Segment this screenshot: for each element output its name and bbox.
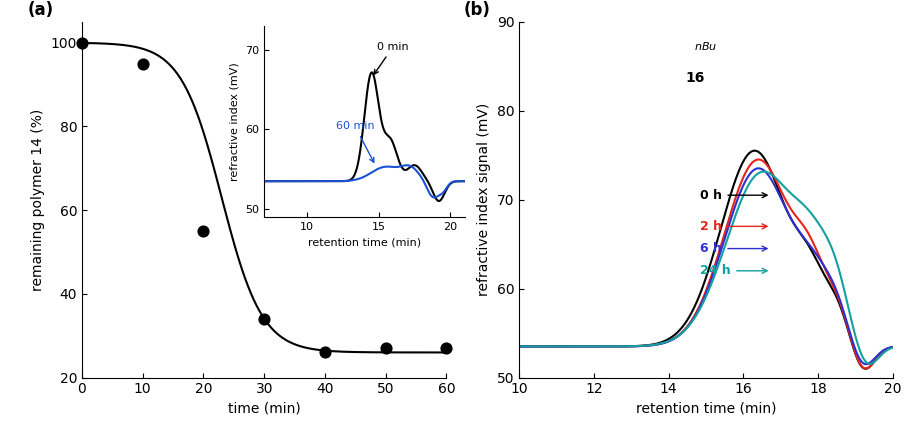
Point — [75, 39, 89, 46]
0 h — [665, 335, 676, 341]
24 h — [665, 338, 676, 343]
24 h — [805, 210, 816, 216]
0 h — [887, 345, 898, 350]
6 h — [887, 345, 898, 350]
0 h — [805, 247, 816, 252]
0 h — [750, 148, 761, 153]
Y-axis label: refractive index (mV): refractive index (mV) — [230, 62, 240, 181]
24 h — [865, 361, 875, 366]
2 h — [813, 250, 824, 255]
Text: 2 h: 2 h — [701, 220, 767, 233]
Line: 6 h: 6 h — [519, 168, 893, 364]
Point — [136, 60, 150, 67]
Y-axis label: refractive index signal (mV): refractive index signal (mV) — [477, 103, 491, 296]
2 h — [887, 345, 898, 350]
Point — [257, 316, 271, 322]
2 h — [665, 338, 676, 343]
Line: 0 h: 0 h — [519, 151, 893, 369]
6 h — [665, 338, 676, 343]
Point — [378, 345, 393, 352]
Text: 16: 16 — [685, 71, 704, 85]
6 h — [552, 344, 563, 349]
24 h — [514, 344, 525, 349]
0 h — [860, 366, 871, 372]
Text: 0 h: 0 h — [701, 189, 767, 202]
6 h — [679, 329, 690, 334]
Y-axis label: remaining polymer 14 (%): remaining polymer 14 (%) — [31, 108, 46, 291]
24 h — [771, 176, 782, 181]
Point — [439, 345, 454, 352]
Text: 6 h: 6 h — [701, 242, 767, 255]
Text: (a): (a) — [27, 0, 54, 19]
24 h — [679, 329, 690, 334]
Text: $n$Bu: $n$Bu — [694, 40, 718, 52]
24 h — [552, 344, 563, 349]
6 h — [805, 244, 816, 250]
Text: 24 h: 24 h — [701, 264, 767, 277]
2 h — [679, 328, 690, 333]
Text: (b): (b) — [463, 0, 490, 19]
Line: 24 h: 24 h — [519, 171, 893, 364]
X-axis label: retention time (min): retention time (min) — [308, 237, 421, 247]
Point — [196, 227, 210, 234]
0 h — [514, 344, 525, 349]
6 h — [753, 166, 764, 171]
24 h — [758, 169, 769, 174]
6 h — [813, 253, 824, 259]
6 h — [514, 344, 525, 349]
24 h — [887, 345, 898, 350]
2 h — [860, 366, 871, 371]
2 h — [805, 236, 816, 241]
24 h — [813, 220, 824, 225]
0 h — [552, 344, 563, 349]
Text: 60 min: 60 min — [336, 122, 374, 162]
2 h — [771, 178, 782, 183]
2 h — [753, 157, 764, 162]
Point — [318, 349, 333, 356]
6 h — [861, 362, 872, 367]
X-axis label: retention time (min): retention time (min) — [636, 402, 776, 416]
0 h — [679, 322, 690, 328]
Text: 0 min: 0 min — [374, 42, 409, 74]
0 h — [813, 260, 824, 265]
X-axis label: time (min): time (min) — [228, 402, 301, 416]
6 h — [771, 186, 782, 191]
0 h — [771, 181, 782, 187]
Line: 2 h: 2 h — [519, 160, 893, 368]
2 h — [514, 344, 525, 349]
2 h — [552, 344, 563, 349]
